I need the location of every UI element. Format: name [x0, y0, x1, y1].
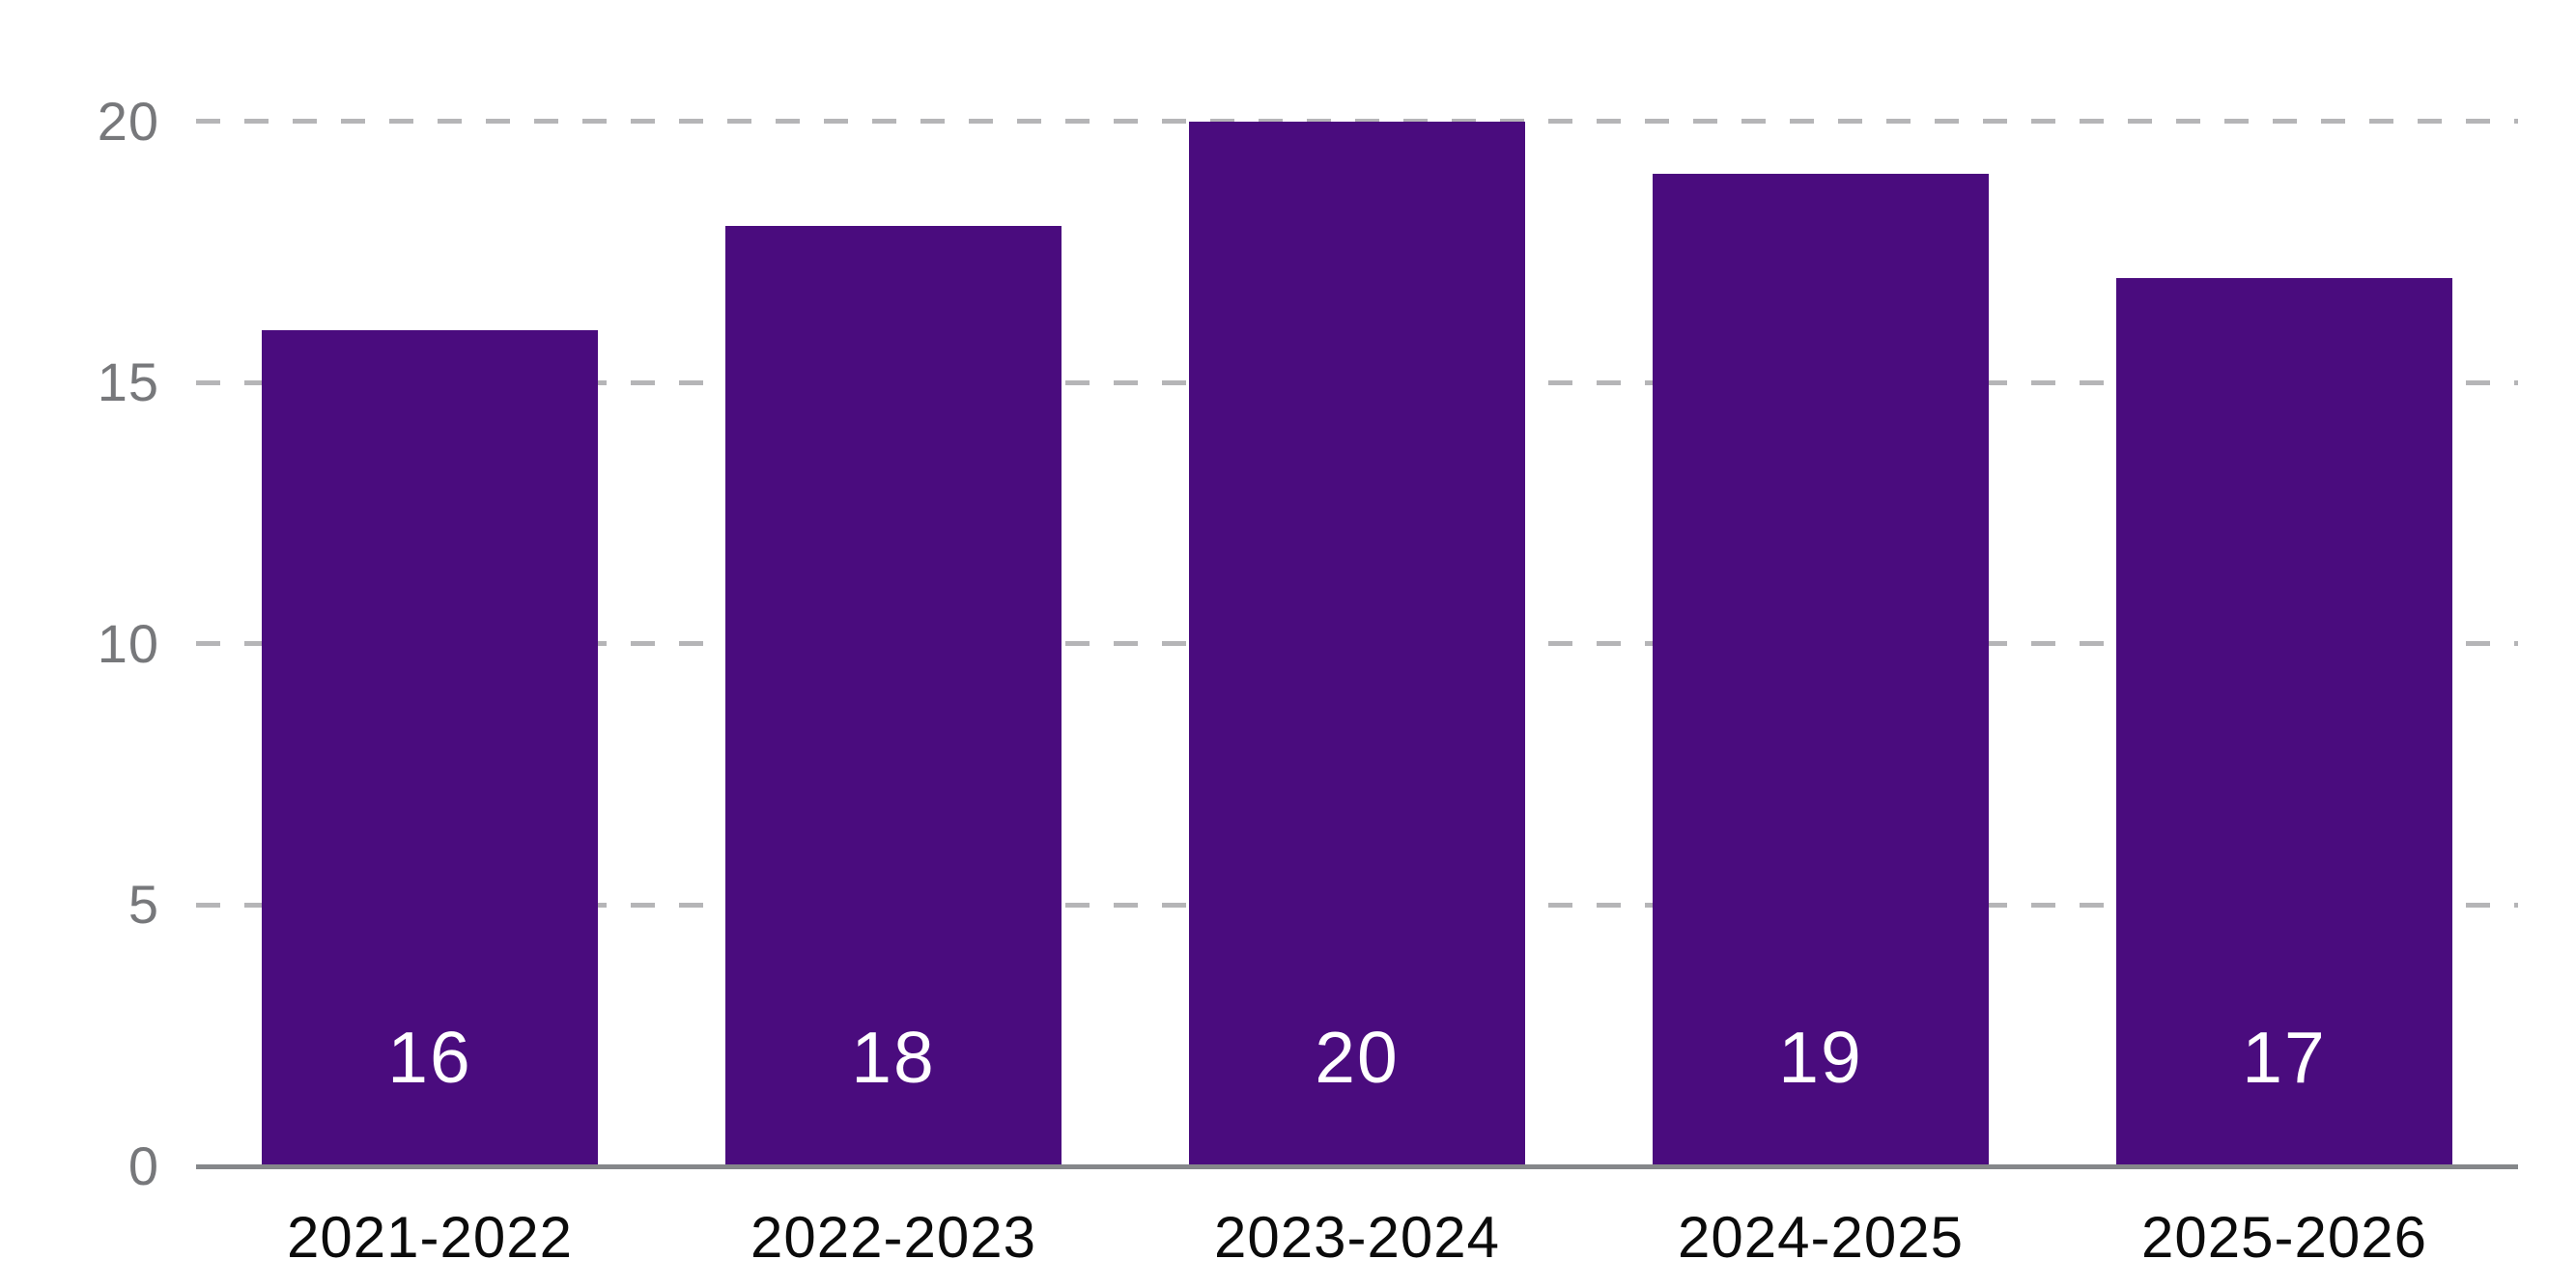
bar-2021-2022 — [262, 330, 598, 1164]
bar-value-label-2023-2024: 20 — [1315, 1017, 1400, 1098]
bar-2022-2023 — [725, 225, 1062, 1164]
y-tick-label-5: 5 — [127, 874, 159, 936]
x-tick-label-2025-2026: 2025-2026 — [2141, 1205, 2427, 1270]
y-tick-label-15: 15 — [97, 351, 159, 413]
y-tick-label-20: 20 — [97, 90, 159, 152]
bar-2024-2025 — [1653, 173, 1989, 1164]
y-tick-label-0: 0 — [127, 1135, 159, 1196]
x-axis-baseline — [196, 1163, 2518, 1169]
x-tick-label-2022-2023: 2022-2023 — [750, 1205, 1036, 1270]
bar-2025-2026 — [2116, 277, 2452, 1164]
x-tick-label-2021-2022: 2021-2022 — [287, 1205, 573, 1270]
bar-value-label-2025-2026: 17 — [2242, 1017, 2327, 1098]
x-tick-label-2024-2025: 2024-2025 — [1678, 1205, 1964, 1270]
bar-value-label-2024-2025: 19 — [1778, 1017, 1863, 1098]
bar-value-label-2021-2022: 16 — [387, 1017, 472, 1098]
x-tick-label-2023-2024: 2023-2024 — [1214, 1205, 1500, 1270]
y-tick-label-10: 10 — [97, 612, 159, 674]
bar-value-label-2022-2023: 18 — [851, 1017, 936, 1098]
bar-2023-2024 — [1189, 121, 1525, 1164]
